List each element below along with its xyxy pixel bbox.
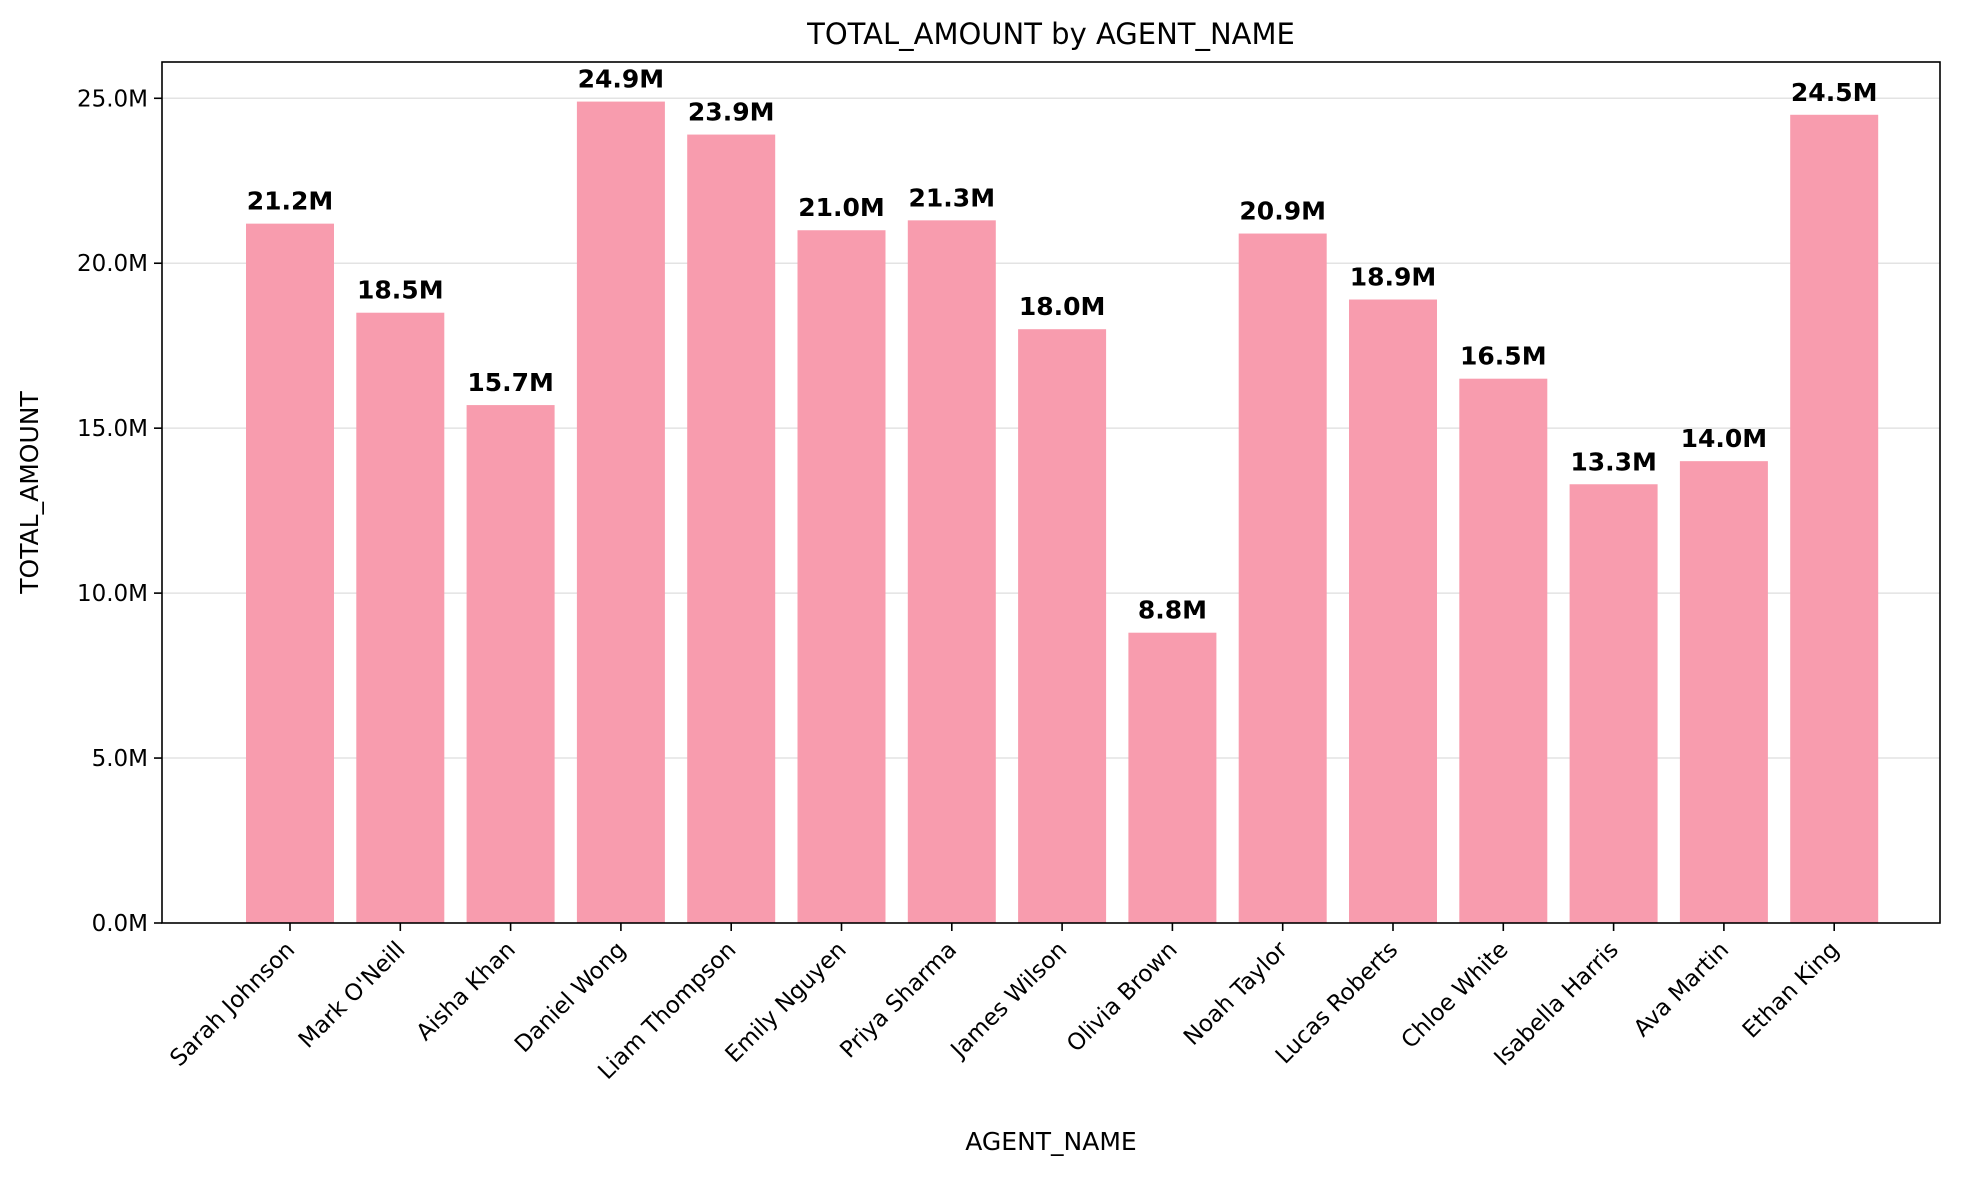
bar (576, 101, 665, 924)
bar (1018, 329, 1107, 923)
y-tick-label: 10.0M (77, 581, 148, 607)
x-tick-label: Mark O'Neill (294, 937, 411, 1054)
bar (1569, 484, 1658, 923)
x-axis-label: AGENT_NAME (965, 1127, 1136, 1156)
x-tick-label: Olivia Brown (1062, 937, 1183, 1058)
data-labels-layer: 21.2M 18.5M 15.7M 24.9M 23.9M 21.0M 21.3M 18.0M… (247, 65, 1878, 625)
y-tick-label: 0.0M (92, 911, 148, 937)
bar (246, 223, 334, 923)
bar (1679, 461, 1768, 923)
bar (1459, 378, 1548, 923)
bar-value-label: 13.3M (1570, 447, 1657, 476)
y-tick-label: 15.0M (77, 416, 148, 442)
bar-value-label: 21.3M (909, 183, 996, 212)
bar-value-label: 18.5M (357, 276, 444, 305)
bar (466, 405, 555, 924)
bar (1349, 299, 1437, 924)
x-tick-label: Priya Sharma (835, 937, 962, 1064)
bar (1128, 632, 1217, 923)
x-tick-label: Aisha Khan (412, 937, 521, 1046)
y-tick-label: 25.0M (77, 86, 148, 112)
bar-value-label: 15.7M (467, 368, 554, 397)
y-axis-ticks: 0.0M 5.0M 10.0M 15.0M 20.0M 25.0M (77, 86, 162, 937)
chart-title: TOTAL_AMOUNT by AGENT_NAME (806, 17, 1295, 51)
bar (797, 230, 886, 923)
y-tick-label: 5.0M (92, 746, 148, 772)
bar (687, 134, 776, 923)
bar-value-label: 23.9M (688, 98, 775, 127)
x-tick-label: James Wilson (945, 937, 1073, 1065)
bar-value-label: 18.0M (1019, 292, 1106, 321)
bar-value-label: 14.0M (1681, 424, 1768, 453)
y-axis-label: TOTAL_AMOUNT (15, 391, 44, 595)
x-tick-label: Daniel Wong (510, 937, 631, 1058)
bar-value-label: 24.5M (1791, 78, 1878, 107)
x-tick-label: Ethan King (1738, 937, 1845, 1044)
bars-layer (246, 101, 1879, 924)
bar (1238, 233, 1327, 924)
bar-value-label: 16.5M (1460, 342, 1547, 371)
x-tick-label: Sarah Johnson (165, 937, 300, 1072)
bar-value-label: 24.9M (578, 65, 665, 94)
bar-value-label: 18.9M (1350, 263, 1437, 292)
bar (1790, 114, 1879, 923)
bar-value-label: 20.9M (1239, 197, 1326, 226)
plot-frame (161, 61, 1941, 924)
bar-value-label: 21.2M (247, 187, 334, 216)
x-tick-label: Chloe White (1397, 937, 1514, 1054)
bar (907, 220, 996, 923)
x-tick-label: Ava Martin (1629, 937, 1734, 1042)
y-tick-label: 20.0M (77, 251, 148, 277)
bar-value-label: 21.0M (798, 193, 885, 222)
bar (356, 312, 445, 923)
bar-value-label: 8.8M (1138, 596, 1207, 625)
x-tick-label: Emily Nguyen (721, 937, 852, 1068)
x-tick-label: Noah Taylor (1179, 936, 1293, 1050)
